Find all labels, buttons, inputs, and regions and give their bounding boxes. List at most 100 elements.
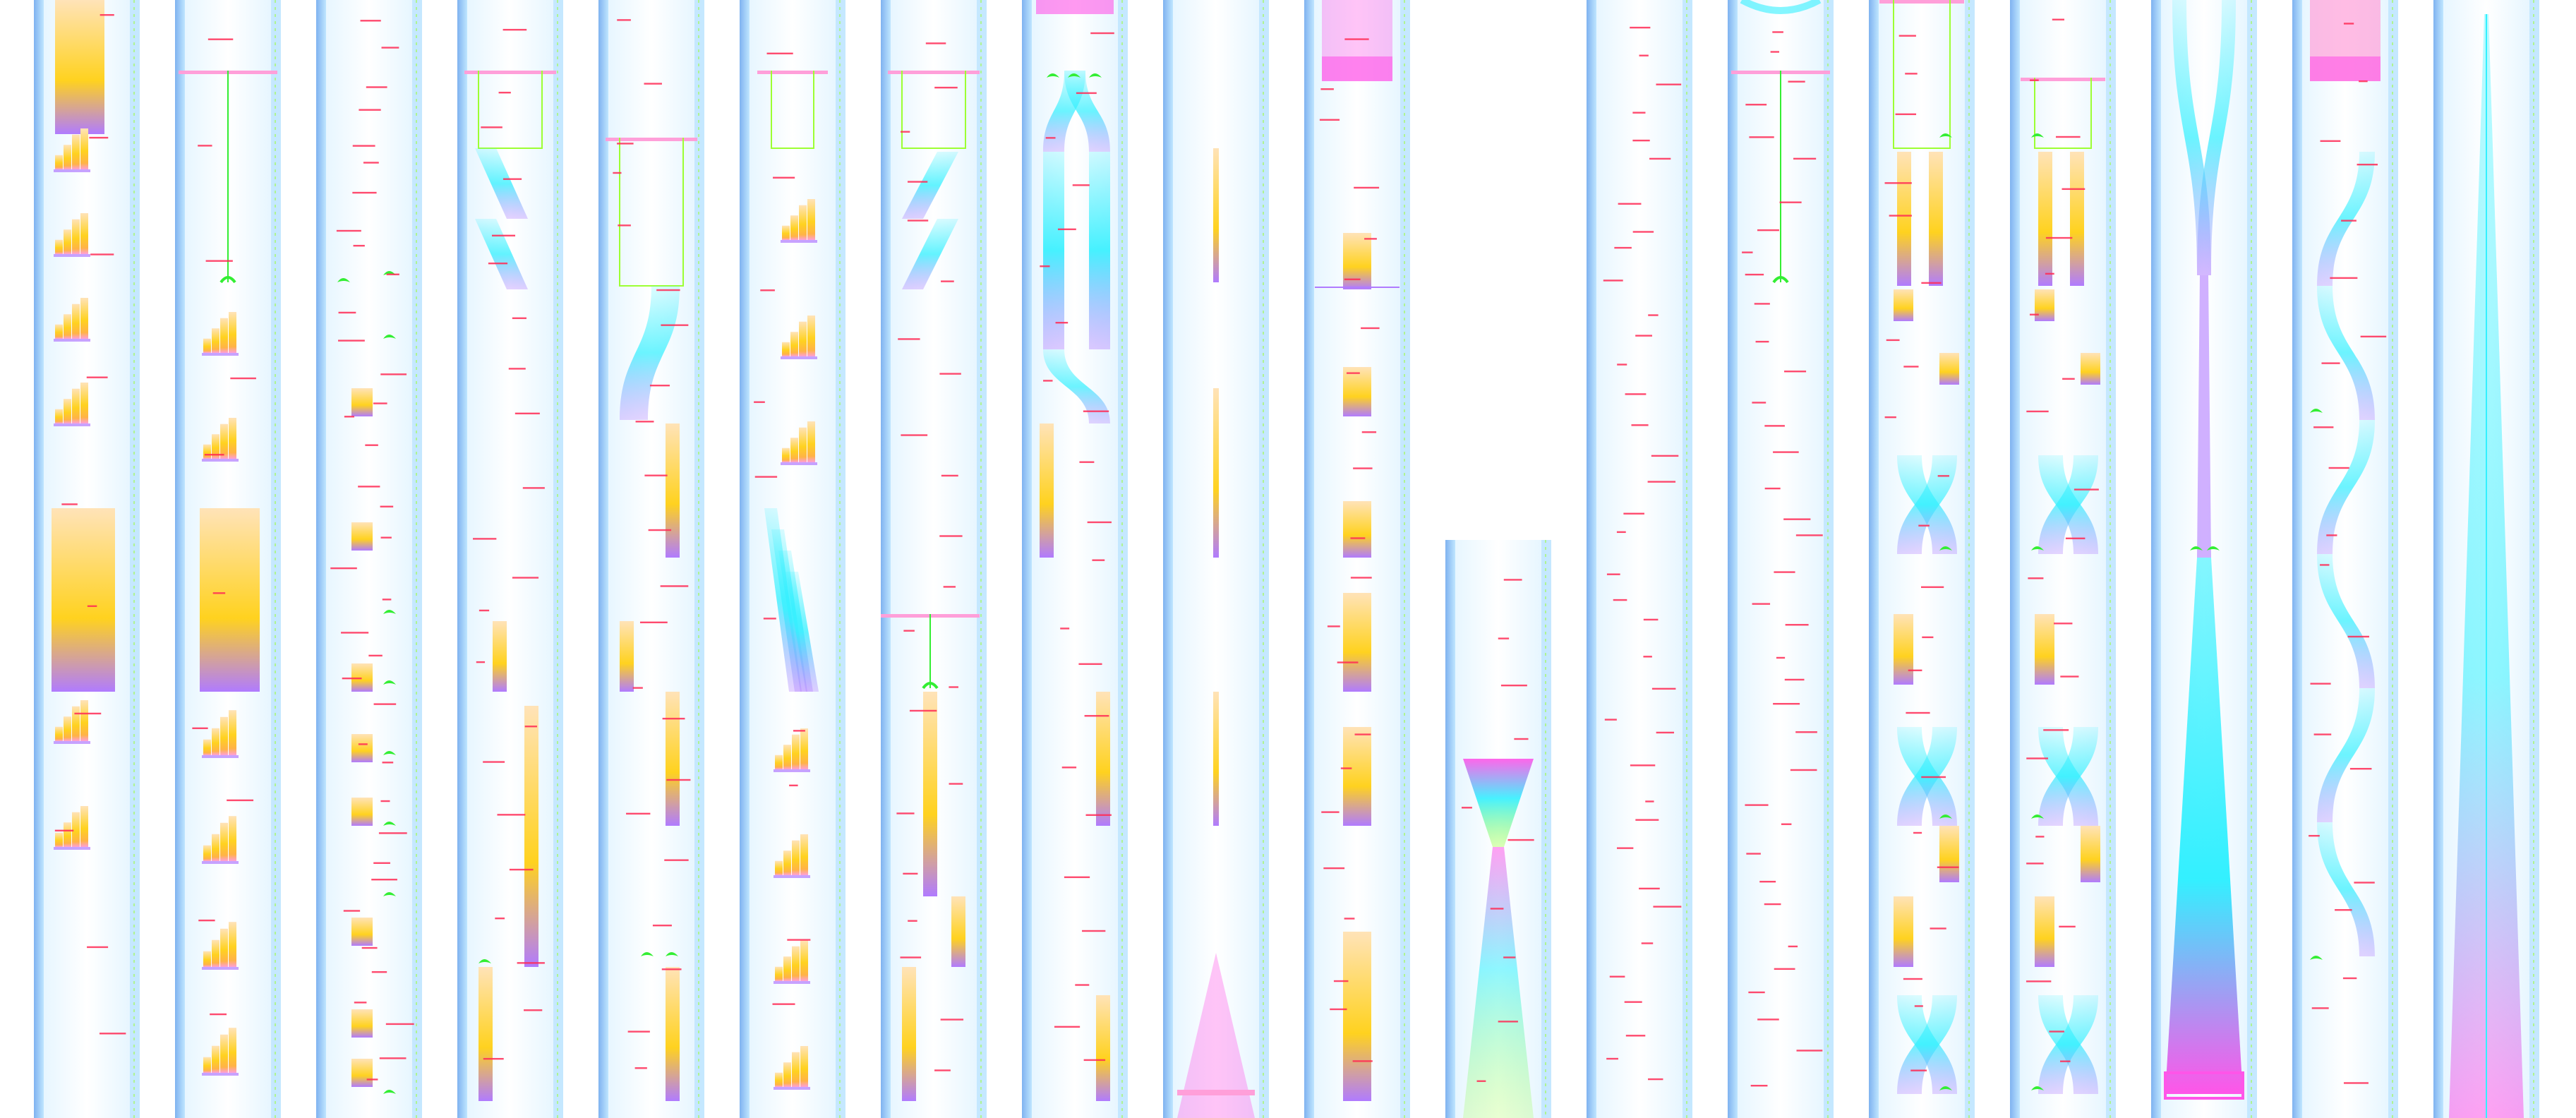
tiny-label-mark xyxy=(1609,975,1625,978)
tiny-label-mark xyxy=(1606,573,1620,575)
tiny-label-mark xyxy=(618,224,631,227)
tiny-label-mark xyxy=(2343,1082,2369,1084)
stacked-bar xyxy=(55,239,63,254)
tiny-label-mark xyxy=(934,86,958,89)
tiny-label-mark xyxy=(1793,157,1817,160)
tiny-label-mark xyxy=(1083,410,1109,412)
rail-left xyxy=(2010,0,2020,1118)
tiny-label-mark xyxy=(373,703,397,705)
tiny-label-mark xyxy=(381,47,399,49)
column-7-diagonal-and-blocks xyxy=(881,0,987,1118)
tiny-label-mark xyxy=(1346,372,1360,374)
green-sprig xyxy=(1939,815,1952,819)
column-15-curved-ribbons-alt xyxy=(2010,0,2116,1118)
tiny-label-mark xyxy=(1643,656,1652,658)
gradient-block xyxy=(1929,152,1943,286)
tiny-label-mark xyxy=(1498,637,1510,639)
tiny-label-mark xyxy=(1361,431,1377,433)
lane xyxy=(2020,0,2106,1118)
stacked-bar xyxy=(229,922,236,967)
tiny-label-mark xyxy=(207,38,234,40)
tiny-label-mark xyxy=(1781,823,1792,825)
tiny-label-mark xyxy=(382,762,394,764)
tiny-label-mark xyxy=(644,83,662,85)
column-3-scatter-blocks xyxy=(316,0,422,1118)
tiny-label-mark xyxy=(1742,251,1753,253)
gradient-block xyxy=(55,0,104,134)
tiny-label-mark xyxy=(87,605,97,607)
base-frame xyxy=(2164,1071,2244,1100)
green-sprig xyxy=(479,959,491,963)
tiny-label-mark xyxy=(766,52,793,54)
tiny-label-mark xyxy=(939,535,963,537)
gradient-block xyxy=(351,1009,373,1038)
tiny-label-mark xyxy=(1320,88,1334,90)
tiny-label-mark xyxy=(666,779,691,781)
green-sprig xyxy=(2031,133,2044,138)
gradient-block xyxy=(2035,289,2054,321)
stacked-bar xyxy=(220,1034,228,1073)
stacked-bar xyxy=(229,816,236,861)
stacked-bar xyxy=(220,928,228,967)
tiny-label-mark xyxy=(198,919,215,922)
tiny-label-mark xyxy=(1503,956,1516,958)
tiny-label-mark xyxy=(360,20,381,22)
stacked-bar xyxy=(799,427,807,462)
gradient-block xyxy=(1343,932,1371,1101)
tiny-label-mark xyxy=(1514,738,1529,740)
tiny-label-mark xyxy=(1354,186,1380,189)
tiny-label-mark xyxy=(1748,991,1765,994)
rail-right xyxy=(271,0,281,1118)
tiny-label-mark xyxy=(473,538,497,540)
tiny-label-mark xyxy=(1937,475,1949,477)
bar-base xyxy=(54,254,90,257)
fork-outline xyxy=(1893,0,1951,149)
tiny-label-mark xyxy=(2320,564,2330,566)
tiny-label-mark xyxy=(524,1009,543,1011)
tiny-label-mark xyxy=(1914,1005,1923,1007)
tiny-label-mark xyxy=(1788,945,1798,948)
green-sprig xyxy=(2031,546,2044,551)
stacked-bar xyxy=(782,342,790,356)
stacked-bar xyxy=(212,834,219,861)
stacked-bar xyxy=(792,1052,800,1087)
tiny-label-mark xyxy=(1783,518,1811,520)
tiny-label-mark xyxy=(939,373,961,375)
rail-right xyxy=(2529,0,2539,1118)
fork-outline xyxy=(478,71,543,149)
tiny-label-mark xyxy=(1647,481,1676,483)
green-sprig xyxy=(383,680,396,685)
tiny-label-mark xyxy=(341,632,369,634)
tiny-label-mark xyxy=(90,253,114,256)
stacked-bar xyxy=(782,447,790,462)
curved-ribbon xyxy=(2038,995,2098,1094)
tiny-label-mark xyxy=(943,586,956,588)
tiny-label-mark xyxy=(1624,1001,1642,1003)
tiny-label-mark xyxy=(1759,880,1776,883)
tiny-label-mark xyxy=(773,176,795,179)
green-sprig xyxy=(383,335,396,339)
tiny-label-mark xyxy=(1903,978,1922,980)
tiny-label-mark xyxy=(358,743,368,745)
tiny-label-mark xyxy=(1764,425,1785,427)
tiny-label-mark xyxy=(1796,1050,1823,1052)
tiny-label-mark xyxy=(1745,804,1769,806)
tiny-label-mark xyxy=(1921,282,1942,284)
tiny-label-mark xyxy=(2360,335,2387,338)
tiny-label-mark xyxy=(512,317,526,320)
curved-ribbon xyxy=(2317,286,2375,420)
lane xyxy=(608,0,694,1118)
tiny-label-mark xyxy=(204,454,224,456)
gradient-block xyxy=(1897,152,1911,286)
tiny-label-mark xyxy=(1785,624,1809,626)
tiny-label-mark xyxy=(1784,678,1805,681)
stacked-bar xyxy=(55,155,63,169)
tiny-label-mark xyxy=(1649,157,1671,160)
tiny-label-mark xyxy=(1921,586,1944,589)
green-sprig xyxy=(2190,546,2203,551)
tiny-label-mark xyxy=(1906,711,1930,714)
tiny-label-mark xyxy=(1054,1026,1081,1028)
tiny-label-mark xyxy=(1344,278,1361,280)
green-sprig xyxy=(1939,1086,1952,1090)
tiny-label-mark xyxy=(509,868,534,871)
